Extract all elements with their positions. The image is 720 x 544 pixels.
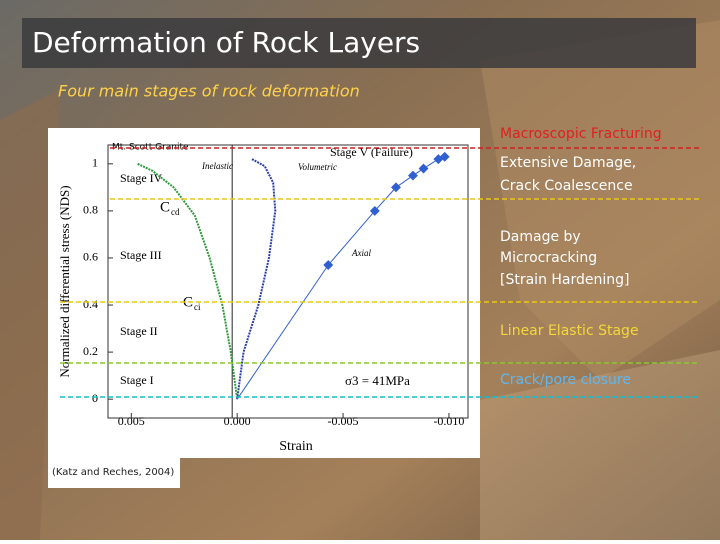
caption: (Katz and Reches, 2004) xyxy=(52,467,174,478)
y-tick-label: 0.6 xyxy=(83,250,98,264)
marker xyxy=(391,182,401,193)
stage-label: [Strain Hardening] xyxy=(500,272,630,288)
stage-label: Linear Elastic Stage xyxy=(500,323,639,339)
stage-label: Crack Coalescence xyxy=(500,178,633,194)
x-tick-label: 0.005 xyxy=(118,414,145,428)
y-tick-label: 1 xyxy=(92,156,98,170)
stage-tag: Stage I xyxy=(120,373,154,387)
plot-frame xyxy=(107,144,469,419)
curve-label: Volumetric xyxy=(298,162,337,172)
stage-label: Microcracking xyxy=(500,250,597,266)
rock xyxy=(480,20,720,380)
threshold-label: ci xyxy=(194,302,201,312)
x-tick-label: -0.005 xyxy=(328,414,359,428)
marker xyxy=(418,163,429,174)
figure-panel xyxy=(48,128,480,458)
marker xyxy=(323,260,334,270)
rock xyxy=(0,90,60,540)
stage-label: Extensive Damage, xyxy=(500,155,636,171)
x-axis-label: Strain xyxy=(279,439,312,454)
x-tick-label: 0.000 xyxy=(224,414,251,428)
curve-label: Inelastic xyxy=(201,161,233,171)
stage-tag: Stage II xyxy=(120,324,158,338)
marker xyxy=(369,205,380,216)
stage-label: Damage by xyxy=(500,229,581,245)
stage-tag: Stage III xyxy=(120,248,162,262)
threshold-label: C xyxy=(160,199,170,215)
stage-label: Crack/pore closure xyxy=(500,372,631,388)
curve xyxy=(137,162,239,400)
marker xyxy=(439,151,450,162)
y-tick-label: 0.8 xyxy=(83,203,98,217)
curve xyxy=(236,158,277,400)
y-tick-label: 0.4 xyxy=(83,297,98,311)
subtitle: Four main stages of rock deformation xyxy=(58,82,360,101)
confining-label: σ3 = 41MPa xyxy=(345,373,410,388)
caption-panel xyxy=(48,458,180,488)
title: Deformation of Rock Layers xyxy=(32,26,420,59)
y-tick-label: 0 xyxy=(92,391,98,405)
title-bar xyxy=(22,18,696,68)
stage-tag: Stage IV xyxy=(120,171,163,185)
x-tick-label: -0.010 xyxy=(433,414,464,428)
curve-label: Axial xyxy=(351,248,371,258)
threshold-label: cd xyxy=(171,207,180,217)
stage-tag: Stage V (Failure) xyxy=(330,145,413,159)
stage-label: Macroscopic Fracturing xyxy=(500,126,662,142)
y-axis-label: Normalized differential stress (NDS) xyxy=(57,185,72,377)
marker xyxy=(407,170,418,181)
y-tick-label: 0.2 xyxy=(83,344,98,358)
